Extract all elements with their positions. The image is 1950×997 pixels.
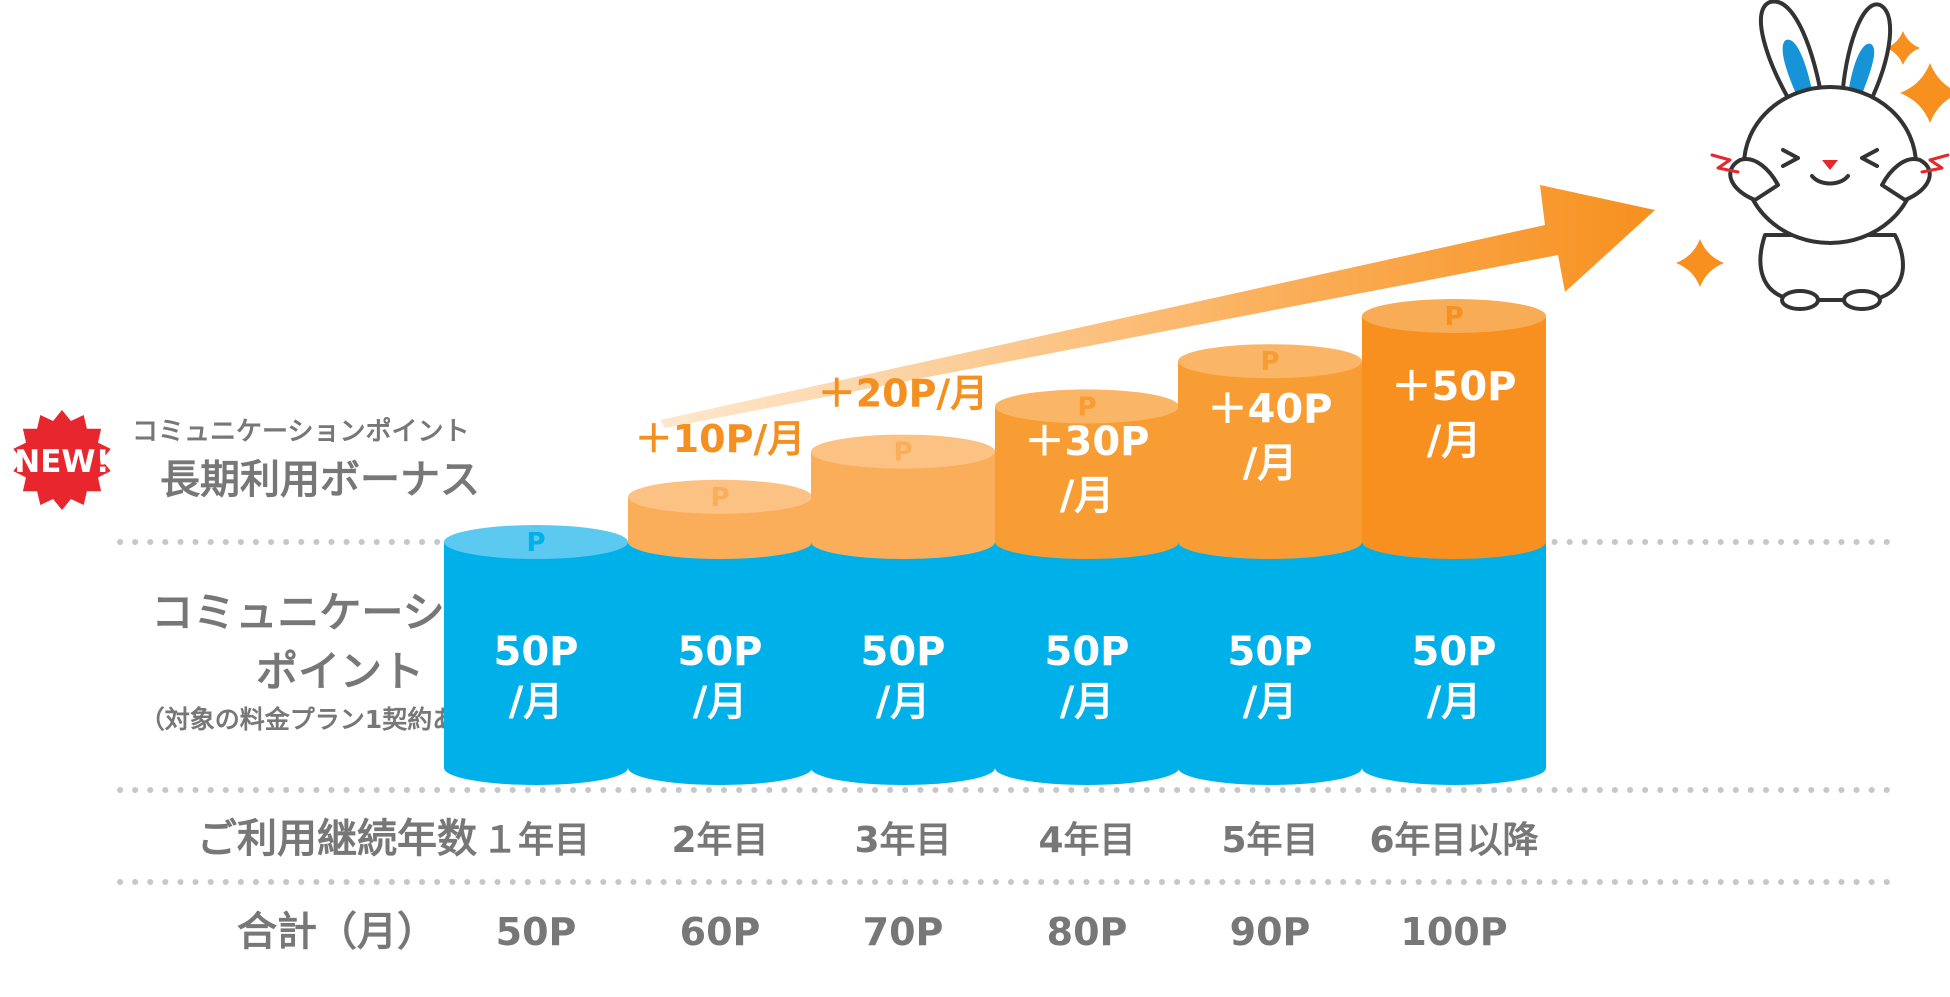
growth-arrow-icon [660, 185, 1655, 428]
bar-base [1178, 542, 1362, 785]
bar-bonus-label: ＋50P [1392, 364, 1517, 410]
bar-bonus [1362, 316, 1546, 559]
bars-layer: P 50P/月 P 50P/月 ＋10P/月 P 50P/月 ＋20P/月 P 50P/月 ＋30P… [444, 299, 1546, 785]
bar-base-label: 50P [1412, 629, 1497, 675]
bar-group: P 50P/月 ＋20P/月 [811, 372, 995, 785]
sparkle-icon [1676, 31, 1950, 287]
bar-bonus-label: /月 [1060, 473, 1115, 519]
category-label: 4年目 [1038, 820, 1135, 861]
bar-base [995, 542, 1179, 785]
total-labels: 50P 60P 70P 80P 90P 100P [496, 910, 1508, 954]
bar-group: P 50P/月 ＋40P/月 [1178, 344, 1362, 785]
category-label: 2年目 [671, 820, 768, 861]
bar-group: P 50P/月 [444, 525, 628, 785]
base-label-line2: ポイント [256, 647, 424, 696]
bar-base-label: /月 [1427, 679, 1482, 725]
p-coin-icon: P [526, 528, 545, 558]
new-badge: NEW! [13, 410, 111, 510]
total-label: 50P [496, 910, 577, 954]
bar-base [444, 542, 628, 785]
bar-group: P 50P/月 ＋50P/月 [1362, 299, 1546, 785]
bonus-label-title: 長期利用ボーナス [160, 457, 480, 503]
bar-bonus [995, 406, 1179, 559]
bar-base [811, 542, 995, 785]
cylinder-top [811, 434, 995, 469]
category-labels: １年目 2年目 3年目 4年目 5年目 6年目以降 [482, 820, 1539, 861]
row-label-years: ご利用継続年数 [197, 816, 477, 862]
bar-base-label: 50P [1045, 629, 1130, 675]
bar-base-label: /月 [876, 679, 931, 725]
bar-base-label: 50P [494, 629, 579, 675]
bar-base-label: 50P [1228, 629, 1313, 675]
bar-base-label: 50P [861, 629, 946, 675]
cylinder-top [1178, 344, 1362, 379]
bar-bonus-label: ＋40P [1208, 387, 1333, 433]
bar-bonus-label: ＋30P [1025, 419, 1150, 465]
category-label: 6年目以降 [1369, 820, 1538, 861]
bar-bonus-label: /月 [1243, 441, 1298, 487]
p-coin-icon: P [1260, 347, 1279, 377]
bar-base-label: /月 [1243, 679, 1298, 725]
bar-base [1362, 542, 1546, 785]
cylinder-top [444, 525, 628, 559]
new-badge-label: NEW! [14, 444, 109, 480]
bar-group: P 50P/月 ＋30P/月 [995, 389, 1179, 785]
p-coin-icon: P [710, 483, 729, 513]
bar-group: P 50P/月 ＋10P/月 [628, 417, 812, 785]
bar-base-label: /月 [509, 679, 564, 725]
cylinder-top [1362, 299, 1546, 333]
bar-bonus-label: ＋10P/月 [635, 417, 806, 461]
bar-base-label: /月 [1060, 679, 1115, 725]
cylinder-top [628, 479, 812, 514]
p-coin-icon: P [1077, 392, 1096, 422]
bar-bonus-label: ＋20P/月 [818, 372, 989, 416]
bar-base [628, 542, 812, 785]
bonus-label-small: コミュニケーションポイント [132, 416, 469, 447]
bar-bonus [1178, 361, 1362, 559]
rabbit-mascot-icon [1710, 0, 1950, 311]
bar-base-label: /月 [693, 679, 748, 725]
p-coin-icon: P [893, 438, 912, 468]
bar-base-label: 50P [678, 629, 763, 675]
category-label: １年目 [482, 820, 590, 861]
total-label: 100P [1400, 910, 1507, 954]
total-label: 80P [1047, 910, 1128, 954]
category-label: 3年目 [854, 820, 951, 861]
bar-bonus [628, 496, 812, 559]
bar-bonus-label: /月 [1427, 418, 1482, 464]
p-coin-icon: P [1444, 302, 1463, 332]
bar-bonus [811, 451, 995, 559]
row-label-total: 合計（月） [237, 909, 437, 955]
total-label: 90P [1230, 910, 1311, 954]
total-label: 70P [863, 910, 944, 954]
total-label: 60P [680, 910, 761, 954]
category-label: 5年目 [1221, 820, 1318, 861]
cylinder-top [995, 389, 1179, 424]
